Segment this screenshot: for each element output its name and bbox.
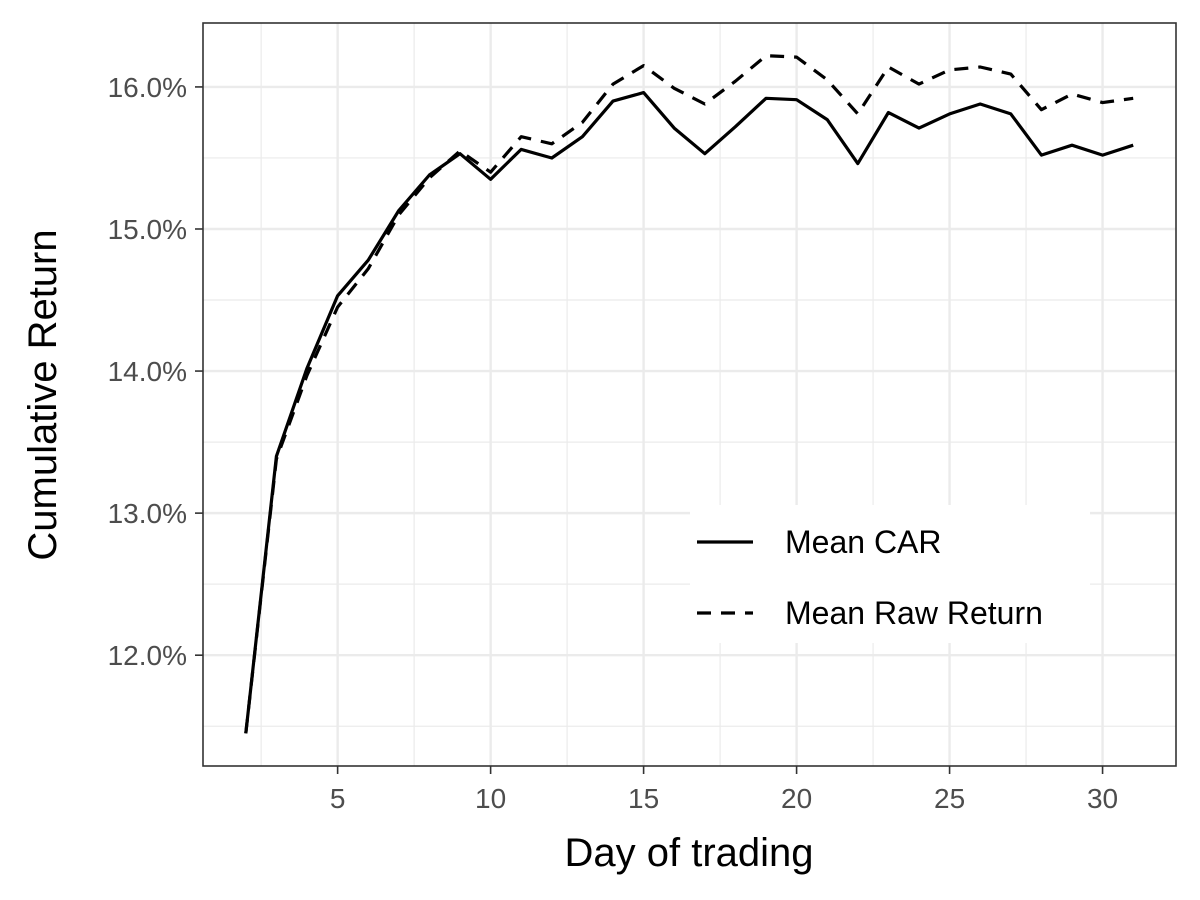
series-line-mean-raw-return <box>244 54 1134 734</box>
x-axis: 5 10 15 20 25 30 <box>330 766 1118 814</box>
grid-major <box>203 23 1176 766</box>
series-layer <box>244 54 1134 734</box>
x-axis-title: Day of trading <box>564 831 813 875</box>
y-tick-label: 15.0% <box>108 214 187 245</box>
x-tick-label: 25 <box>934 783 965 814</box>
plot-border <box>202 22 1177 767</box>
legend-box <box>690 505 1090 643</box>
series-line-mean-car <box>244 90 1134 734</box>
y-axis-title: Cumulative Return <box>21 229 65 560</box>
y-tick-label: 12.0% <box>108 640 187 671</box>
legend-label: Mean Raw Return <box>785 595 1043 631</box>
y-tick-label: 13.0% <box>108 498 187 529</box>
y-tick-label: 14.0% <box>108 356 187 387</box>
x-tick-label: 15 <box>628 783 659 814</box>
legend: Mean CAR Mean Raw Return <box>690 505 1090 643</box>
y-tick-label: 16.0% <box>108 72 187 103</box>
x-tick-label: 5 <box>330 783 346 814</box>
y-axis: 12.0% 13.0% 14.0% 15.0% 16.0% <box>108 72 203 671</box>
x-tick-label: 30 <box>1087 783 1118 814</box>
legend-label: Mean CAR <box>785 524 942 560</box>
x-tick-label: 10 <box>475 783 506 814</box>
x-tick-label: 20 <box>781 783 812 814</box>
